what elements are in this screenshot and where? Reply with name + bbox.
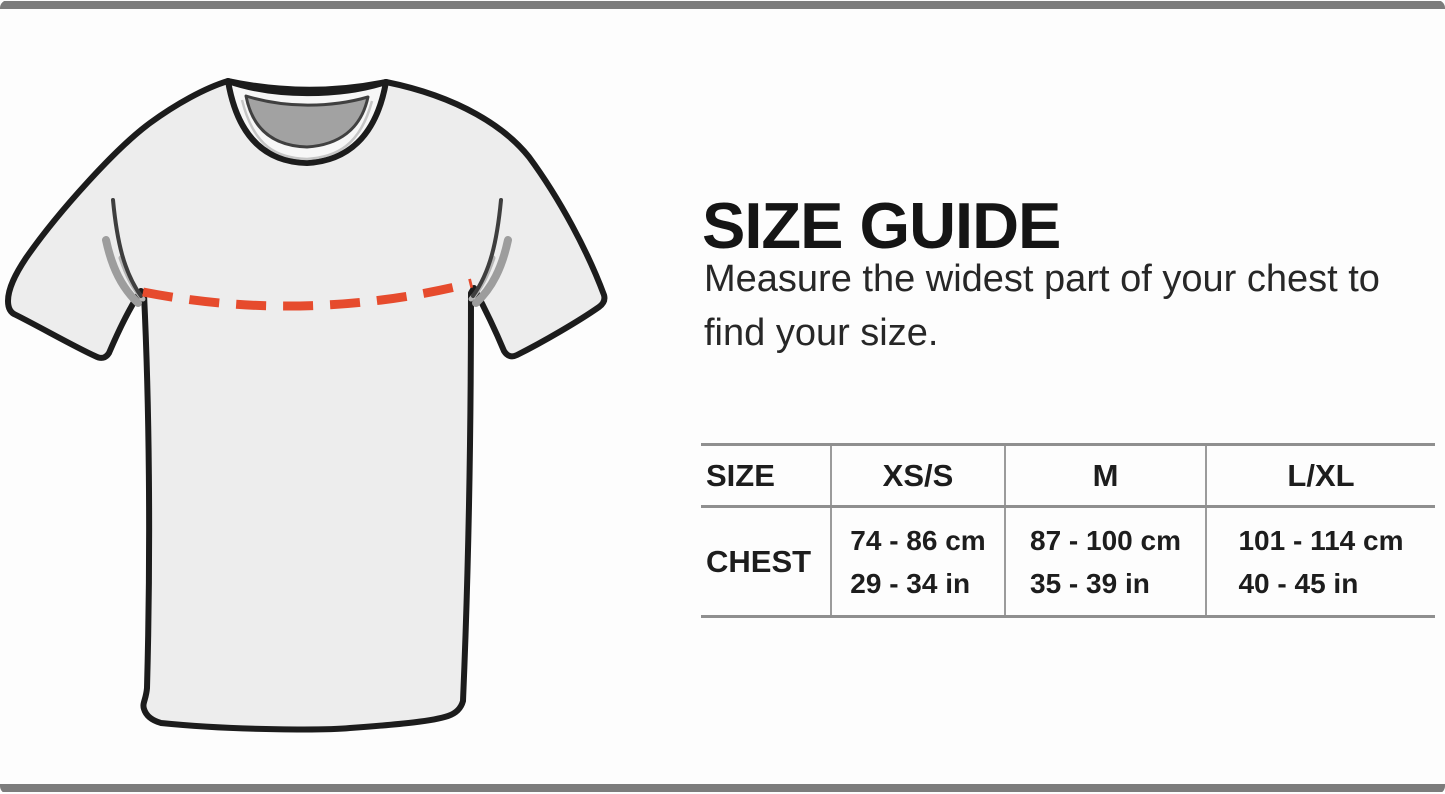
chest-measure-dash-line xyxy=(142,278,474,311)
size-table: SIZE XS/S M L/XL CHEST 74 - 86 cm 29 - 3… xyxy=(701,443,1435,618)
collar-band-arc xyxy=(240,99,374,161)
size-table-header-xs-s: XS/S xyxy=(830,443,1005,508)
chest-xs-s-cm: 74 - 86 cm xyxy=(850,524,986,556)
size-table-header-row: SIZE XS/S M L/XL xyxy=(701,443,1435,508)
size-table-header-size: SIZE xyxy=(701,443,831,508)
top-border xyxy=(0,1,1445,9)
underarm-wrinkle-left-core xyxy=(111,198,143,298)
collar-inner xyxy=(244,94,370,149)
tshirt-illustration xyxy=(5,78,608,733)
chest-l-xl-cm: 101 - 114 cm xyxy=(1238,524,1404,556)
page-title: SIZE GUIDE xyxy=(702,188,1061,262)
chest-row-label: CHEST xyxy=(701,505,831,618)
chest-cell-l-xl: 101 - 114 cm 40 - 45 in xyxy=(1205,505,1435,618)
underarm-wrinkle-right xyxy=(472,236,512,307)
chest-l-xl-in: 40 - 45 in xyxy=(1238,567,1359,599)
chest-cell-xs-s: 74 - 86 cm 29 - 34 in xyxy=(830,505,1005,618)
chest-m-in: 35 - 39 in xyxy=(1030,567,1150,599)
chest-m-cm: 87 - 100 cm xyxy=(1030,524,1181,556)
subtitle-text: Measure the widest part of your chest to… xyxy=(704,258,1380,354)
chest-cell-m: 87 - 100 cm 35 - 39 in xyxy=(1004,505,1206,618)
size-table-header-m: M xyxy=(1004,443,1206,508)
tshirt-body xyxy=(5,78,608,733)
chest-xs-s-in: 29 - 34 in xyxy=(850,567,971,599)
underarm-wrinkle-right-core xyxy=(471,198,503,298)
underarm-wrinkle-left xyxy=(102,236,142,307)
bottom-border xyxy=(0,784,1445,792)
size-table-header-l-xl: L/XL xyxy=(1205,443,1435,508)
size-table-chest-row: CHEST 74 - 86 cm 29 - 34 in 87 - 100 cm … xyxy=(701,505,1435,618)
